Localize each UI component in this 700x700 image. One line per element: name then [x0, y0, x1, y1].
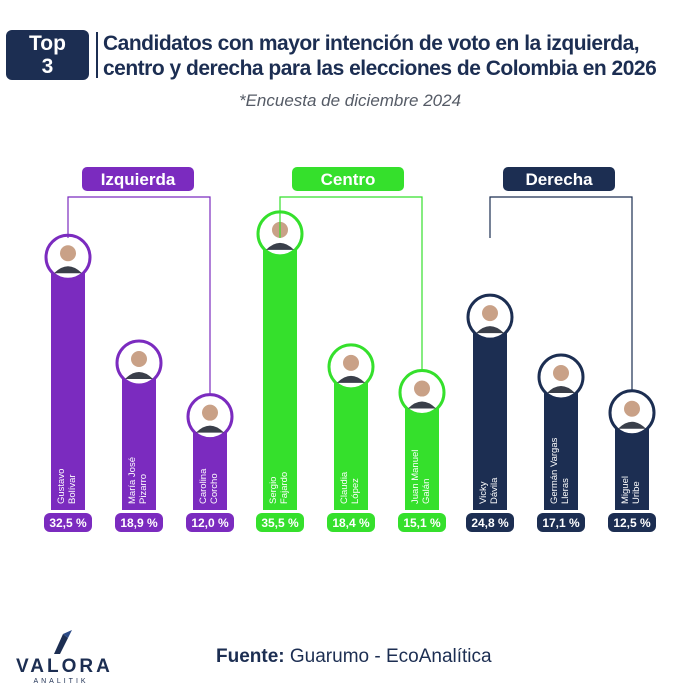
avatar-body [476, 326, 504, 334]
avatar-head [553, 365, 569, 381]
value-pill [44, 513, 92, 532]
group-header-label: Centro [321, 170, 376, 189]
bar-name-label: VickyDávila [478, 477, 500, 504]
bar [51, 257, 85, 510]
avatar-head [482, 305, 498, 322]
group-bracket [67, 196, 211, 395]
avatar-body [337, 375, 365, 383]
source-value: Guarumo - EcoAnalítica [289, 646, 492, 667]
value-pill [327, 513, 375, 532]
value-label: 12,5 % [613, 516, 651, 530]
bar-name-label: Juan ManuelGalán [410, 450, 432, 504]
value-pill [186, 513, 234, 532]
group-bracket [489, 196, 633, 391]
source-label: Fuente: [216, 646, 285, 667]
group-bracket [279, 196, 423, 371]
bar-name-label: ClaudiaLópez [339, 471, 361, 504]
page-title: Candidatos con mayor intención de voto e… [103, 31, 698, 81]
subtitle: *Encuesta de diciembre 2024 [238, 91, 462, 110]
value-label: 17,1 % [542, 516, 580, 530]
title-separator [96, 32, 98, 78]
value-pill [115, 513, 163, 532]
avatar-head [414, 380, 430, 397]
avatar-head [624, 400, 640, 417]
logo-mark-icon [54, 630, 72, 654]
bar [473, 317, 507, 510]
value-label: 15,1 % [403, 516, 441, 530]
value-pill [256, 513, 304, 532]
bar [122, 363, 156, 510]
top3-badge: Top 3 [6, 30, 89, 80]
badge-line1: Top [29, 32, 66, 55]
value-pill [537, 513, 585, 532]
avatar-body [408, 401, 436, 409]
value-pill [608, 513, 656, 532]
bar [334, 366, 368, 510]
value-pill [466, 513, 514, 532]
bar-name-label: GustavoBolívar [56, 469, 78, 504]
value-label: 35,5 % [261, 516, 299, 530]
avatar-body [125, 372, 153, 379]
avatar-body [54, 266, 82, 274]
avatar-body [618, 421, 646, 429]
value-label: 18,9 % [120, 516, 158, 530]
avatar-head [202, 404, 218, 421]
valora-logo: VALORA ANALITIK [16, 628, 113, 688]
value-label: 18,4 % [332, 516, 370, 530]
group-header [292, 167, 404, 191]
bar-name-label: CarolinaCorcho [198, 468, 220, 504]
avatar-body [266, 242, 294, 250]
logo-word: VALORA [16, 656, 113, 677]
value-label: 24,8 % [471, 516, 509, 530]
group-header-label: Derecha [525, 170, 593, 189]
logo-subword: ANALITIK [33, 678, 89, 685]
avatar-body [547, 386, 575, 393]
group-header [82, 167, 194, 191]
bar [263, 233, 297, 510]
group-header [503, 167, 615, 191]
footer-source: Fuente: Guarumo - EcoAnalítica [216, 646, 492, 668]
value-pill [398, 513, 446, 532]
avatar-head [343, 354, 359, 371]
group-header-label: Izquierda [101, 170, 176, 189]
bar-name-label: MiguelUribe [620, 476, 642, 504]
avatar-body [196, 425, 224, 433]
avatar-head [60, 245, 76, 262]
bar-name-label: María JoséPizarro [127, 457, 149, 504]
avatar-head [131, 351, 147, 367]
value-label: 32,5 % [49, 516, 87, 530]
bar-name-label: Germán VargasLleras [549, 437, 571, 504]
value-label: 12,0 % [191, 516, 229, 530]
badge-line2: 3 [41, 55, 54, 78]
bar-name-label: SergioFajardo [268, 472, 290, 504]
title-line2: centro y derecha para las elecciones de … [103, 57, 657, 80]
title-line1: Candidatos con mayor intención de voto e… [103, 32, 640, 55]
